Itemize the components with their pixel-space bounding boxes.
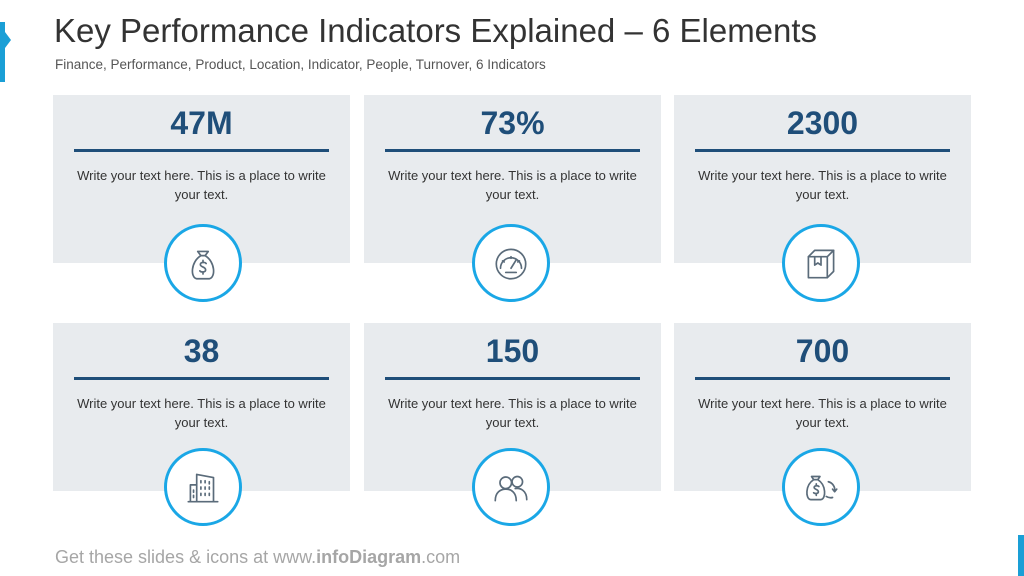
kpi-card: 700 Write your text here. This is a plac…	[674, 323, 971, 491]
page-title: Key Performance Indicators Explained – 6…	[54, 12, 818, 49]
kpi-value: 2300	[786, 105, 859, 141]
kpi-divider	[74, 377, 329, 380]
footer-prefix: Get these slides & icons at www.	[55, 547, 317, 567]
kpi-divider	[695, 377, 950, 380]
kpi-divider	[385, 149, 640, 152]
kpi-value: 73%	[480, 105, 545, 141]
kpi-description: Write your text here. This is a place to…	[388, 168, 637, 202]
footer-brand: infoDiagram	[316, 547, 422, 567]
kpi-description: Write your text here. This is a place to…	[77, 396, 326, 430]
kpi-card: 73% Write your text here. This is a plac…	[364, 95, 661, 263]
kpi-description: Write your text here. This is a place to…	[698, 396, 947, 430]
kpi-value: 700	[795, 333, 850, 369]
kpi-divider	[385, 377, 640, 380]
kpi-description: Write your text here. This is a place to…	[77, 168, 326, 202]
kpi-value: 47M	[170, 105, 233, 141]
page-subtitle: Finance, Performance, Product, Location,…	[55, 57, 546, 72]
kpi-card: 150 Write your text here. This is a plac…	[364, 323, 661, 491]
kpi-value: 150	[485, 333, 540, 369]
kpi-description: Write your text here. This is a place to…	[698, 168, 947, 202]
money-bag-icon	[164, 224, 242, 302]
kpi-value: 38	[183, 333, 220, 369]
kpi-description: Write your text here. This is a place to…	[388, 396, 637, 430]
left-accent-tab	[0, 22, 5, 82]
people-icon	[472, 448, 550, 526]
left-accent-arrow	[5, 32, 11, 48]
money-turnover-icon	[782, 448, 860, 526]
right-accent-tab	[1018, 535, 1024, 576]
building-icon	[164, 448, 242, 526]
kpi-divider	[695, 149, 950, 152]
gauge-icon	[472, 224, 550, 302]
footer-suffix: .com	[421, 547, 461, 567]
kpi-divider	[74, 149, 329, 152]
box-icon	[782, 224, 860, 302]
footer-credit: Get these slides & icons at www.infoDiag…	[55, 547, 460, 568]
